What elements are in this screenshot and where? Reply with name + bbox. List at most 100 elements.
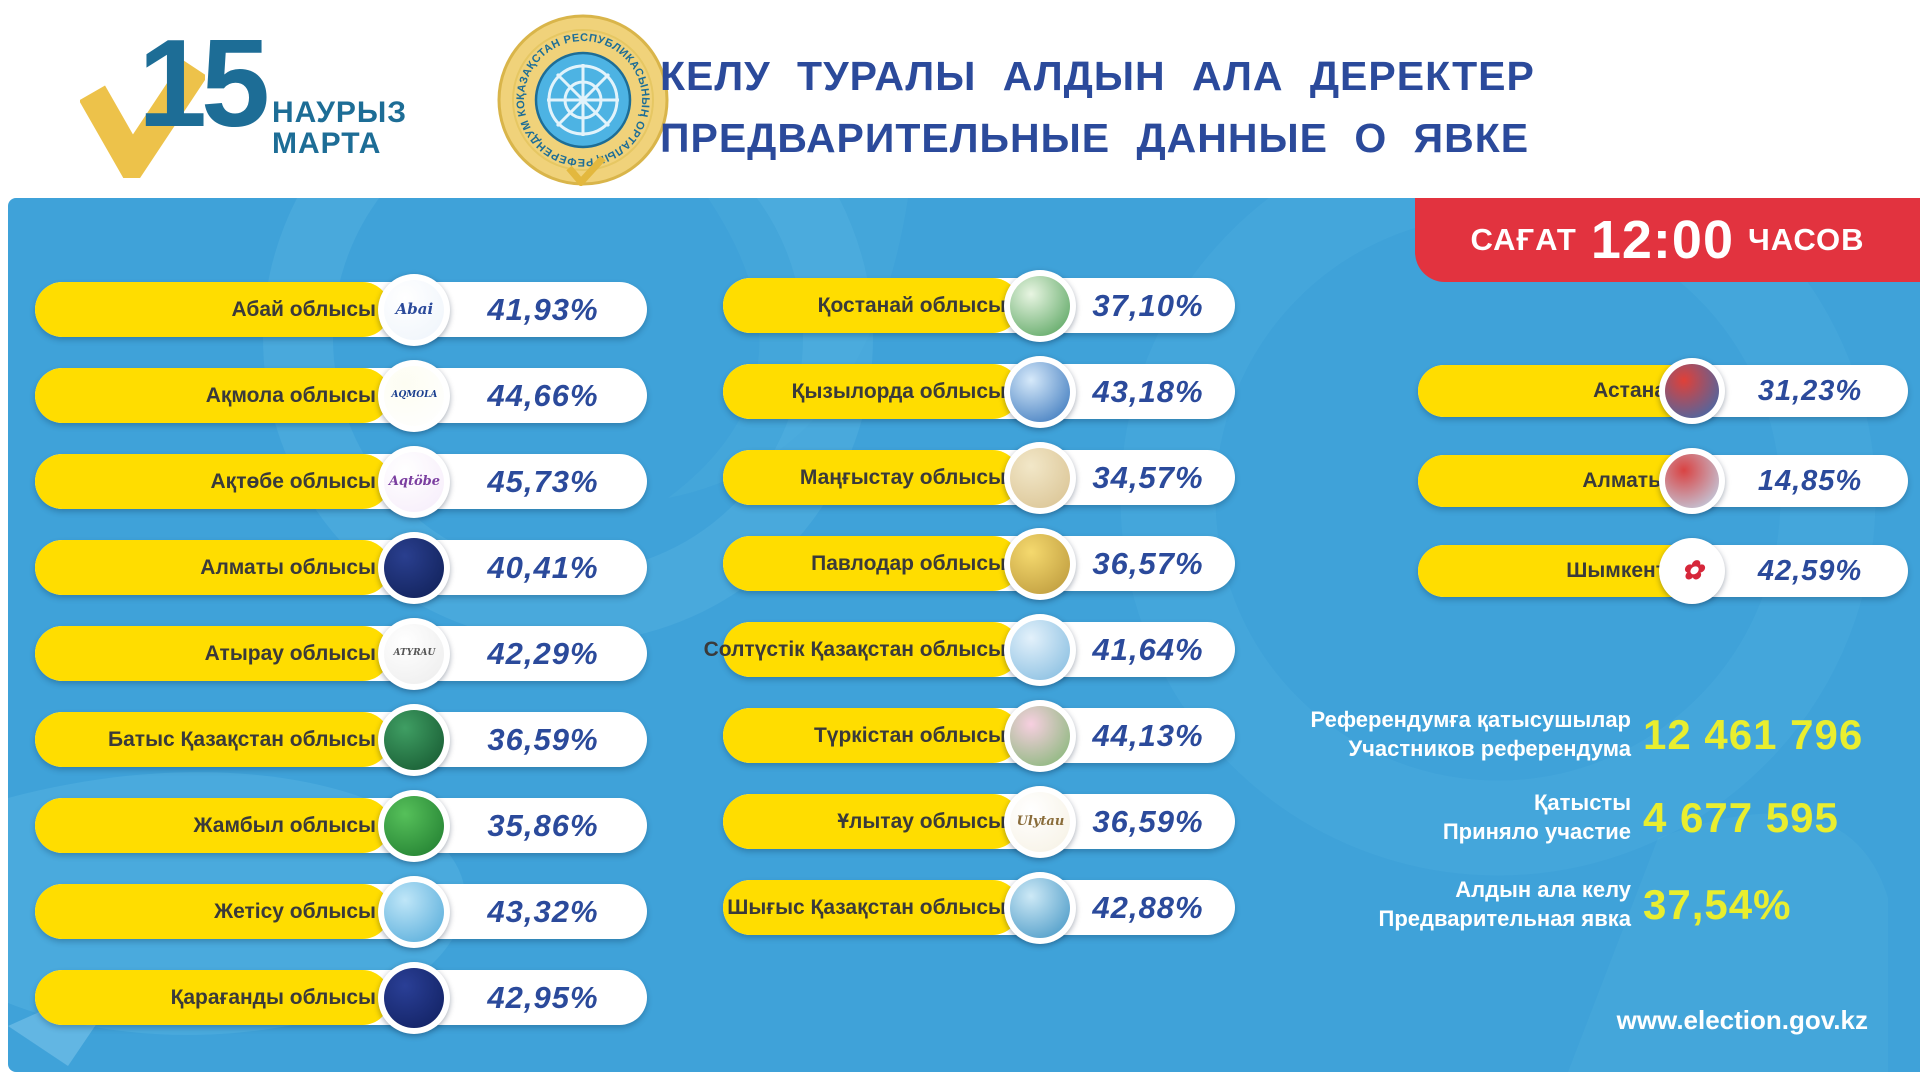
region-emblem-icon: [1004, 613, 1077, 686]
region-emblem-icon: [378, 961, 451, 1034]
region-name: Батыс Қазақстан облысы: [108, 727, 376, 751]
stat-label-kk: Қатысты: [1533, 790, 1631, 816]
region-turnout-value: 14,85%: [1757, 464, 1863, 497]
region-turnout-value: 35,86%: [487, 807, 599, 843]
region-pill: Ұлытау облысы: [723, 794, 1020, 849]
logo-month-ru: МАРТА: [272, 126, 382, 160]
region-name: Қарағанды облысы: [170, 985, 376, 1009]
region-emblem-icon: [378, 789, 451, 862]
region-turnout-value: 43,32%: [487, 893, 599, 929]
seal-ornament: [547, 64, 619, 136]
region-emblem-label: AQMOLA: [391, 390, 438, 400]
region-row: Астана қ. 31,23%: [1418, 358, 1908, 424]
region-emblem-icon: AQMOLA: [378, 359, 451, 432]
title-line-ru: ПРЕДВАРИТЕЛЬНЫЕ ДАННЫЕ О ЯВКЕ: [660, 114, 1530, 161]
region-emblem-disc: [1010, 275, 1071, 336]
region-row: Абай облысы Abai 41,93%: [35, 273, 647, 346]
region-emblem-icon: [378, 875, 451, 948]
region-name: Атырау облысы: [204, 641, 376, 665]
region-name: Қостанай облысы: [817, 293, 1006, 317]
region-turnout-value: 34,57%: [1092, 459, 1204, 495]
region-name: Ақтөбе облысы: [210, 469, 376, 493]
region-emblem-disc: AQMOLA: [384, 365, 445, 426]
stat-label-ru: Приняло участие: [1442, 819, 1631, 844]
stat-label-kk: Референдумға қатысушылар: [1310, 707, 1631, 733]
checkmark-icon: [80, 59, 205, 178]
region-name: Абай облысы: [231, 297, 376, 321]
region-emblem-disc: [384, 967, 445, 1028]
region-pill: Алматы облысы: [35, 540, 390, 595]
stat-label-ru: Предварительная явка: [1378, 906, 1631, 931]
region-turnout-value: 42,95%: [487, 979, 599, 1015]
region-emblem-icon: Abai: [378, 273, 451, 346]
region-pill: Қызылорда облысы: [723, 364, 1020, 419]
region-emblem-disc: [384, 709, 445, 770]
region-turnout-value: 45,73%: [487, 463, 599, 499]
region-emblem-icon: ✿: [1659, 538, 1726, 604]
region-row: Түркістан облысы 44,13%: [723, 699, 1235, 772]
region-emblem-icon: [1004, 699, 1077, 772]
region-name: Жетісу облысы: [214, 899, 376, 923]
region-emblem-icon: [1659, 358, 1726, 424]
region-emblem-icon: [378, 531, 451, 604]
seal-check-icon: [566, 155, 606, 186]
region-pill: Батыс Қазақстан облысы: [35, 712, 390, 767]
time-badge-time: 12:00: [1590, 210, 1734, 270]
logo-month-kk: НАУРЫЗ: [272, 96, 408, 129]
region-name: Павлодар облысы: [811, 551, 1006, 575]
page-title: КЕЛУ ТУРАЛЫ АЛДЫН АЛА ДЕРЕКТЕР ПРЕДВАРИТ…: [660, 46, 1535, 169]
region-emblem-icon: Aqtöbe: [378, 445, 451, 518]
region-emblem-disc: Abai: [384, 279, 445, 340]
stat-labels: Қатысты Приняло участие: [1443, 789, 1631, 846]
region-pill: Жетісу облысы: [35, 884, 390, 939]
region-emblem-icon: [1004, 355, 1077, 428]
region-emblem-disc: Ulytau: [1010, 791, 1071, 852]
region-turnout-value: 42,88%: [1092, 889, 1204, 925]
region-emblem-disc: Aqtöbe: [384, 451, 445, 512]
region-pill: Абай облысы: [35, 282, 390, 337]
time-badge: САҒАТ 12:00 ЧАСОВ: [1415, 198, 1920, 282]
region-emblem-label: Aqtöbe: [388, 474, 441, 489]
region-turnout-value: 36,57%: [1092, 545, 1204, 581]
region-turnout-value: 41,64%: [1092, 631, 1204, 667]
region-pill: Павлодар облысы: [723, 536, 1020, 591]
region-name: Солтүстік Қазақстан облысы: [703, 637, 1006, 661]
region-emblem-label: Abai: [395, 300, 434, 318]
region-row: Маңғыстау облысы 34,57%: [723, 441, 1235, 514]
region-emblem-disc: [1010, 705, 1071, 766]
region-row: Жамбыл облысы 35,86%: [35, 789, 647, 862]
region-name: Ақмола облысы: [205, 383, 376, 407]
region-emblem-disc: [384, 881, 445, 942]
stat-value: 4 677 595: [1643, 794, 1839, 841]
region-emblem-disc: [1665, 364, 1720, 418]
region-emblem-disc: [1010, 877, 1071, 938]
region-emblem-icon: ATYRAU: [378, 617, 451, 690]
region-pill: Жамбыл облысы: [35, 798, 390, 853]
region-pill: Ақмола облысы: [35, 368, 390, 423]
region-row: Павлодар облысы 36,57%: [723, 527, 1235, 600]
region-name: Шығыс Қазақстан облысы: [727, 895, 1006, 919]
region-emblem-label: Ulytau: [1016, 814, 1065, 829]
region-turnout-value: 37,10%: [1092, 287, 1204, 323]
region-row: Атырау облысы ATYRAU 42,29%: [35, 617, 647, 690]
region-row: Алматы қ. 14,85%: [1418, 448, 1908, 514]
title-line-kk: КЕЛУ ТУРАЛЫ АЛДЫН АЛА ДЕРЕКТЕР: [660, 53, 1535, 99]
region-name: Ұлытау облысы: [837, 809, 1006, 833]
region-pill: Түркістан облысы: [723, 708, 1020, 763]
region-pill: Қарағанды облысы: [35, 970, 390, 1025]
region-emblem-disc: [1010, 533, 1071, 594]
region-pill: Қостанай облысы: [723, 278, 1020, 333]
region-emblem-icon: [1004, 871, 1077, 944]
region-emblem-disc: [1010, 447, 1071, 508]
stat-labels: Референдумға қатысушылар Участников рефе…: [1310, 706, 1631, 763]
region-pill: Шығыс Қазақстан облысы: [723, 880, 1020, 935]
central-referendum-commission-seal: ҚАЗАҚСТАН РЕСПУБЛИКАСЫНЫҢ ОРТАЛЫҚ РЕФЕРЕ…: [497, 14, 669, 186]
region-row: Шығыс Қазақстан облысы 42,88%: [723, 871, 1235, 944]
region-emblem-icon: [1004, 527, 1077, 600]
region-pill: Атырау облысы: [35, 626, 390, 681]
website-url: www.election.gov.kz: [1616, 1005, 1868, 1035]
region-name: Түркістан облысы: [813, 723, 1006, 747]
region-emblem-disc: [384, 537, 445, 598]
region-emblem-disc: ATYRAU: [384, 623, 445, 684]
